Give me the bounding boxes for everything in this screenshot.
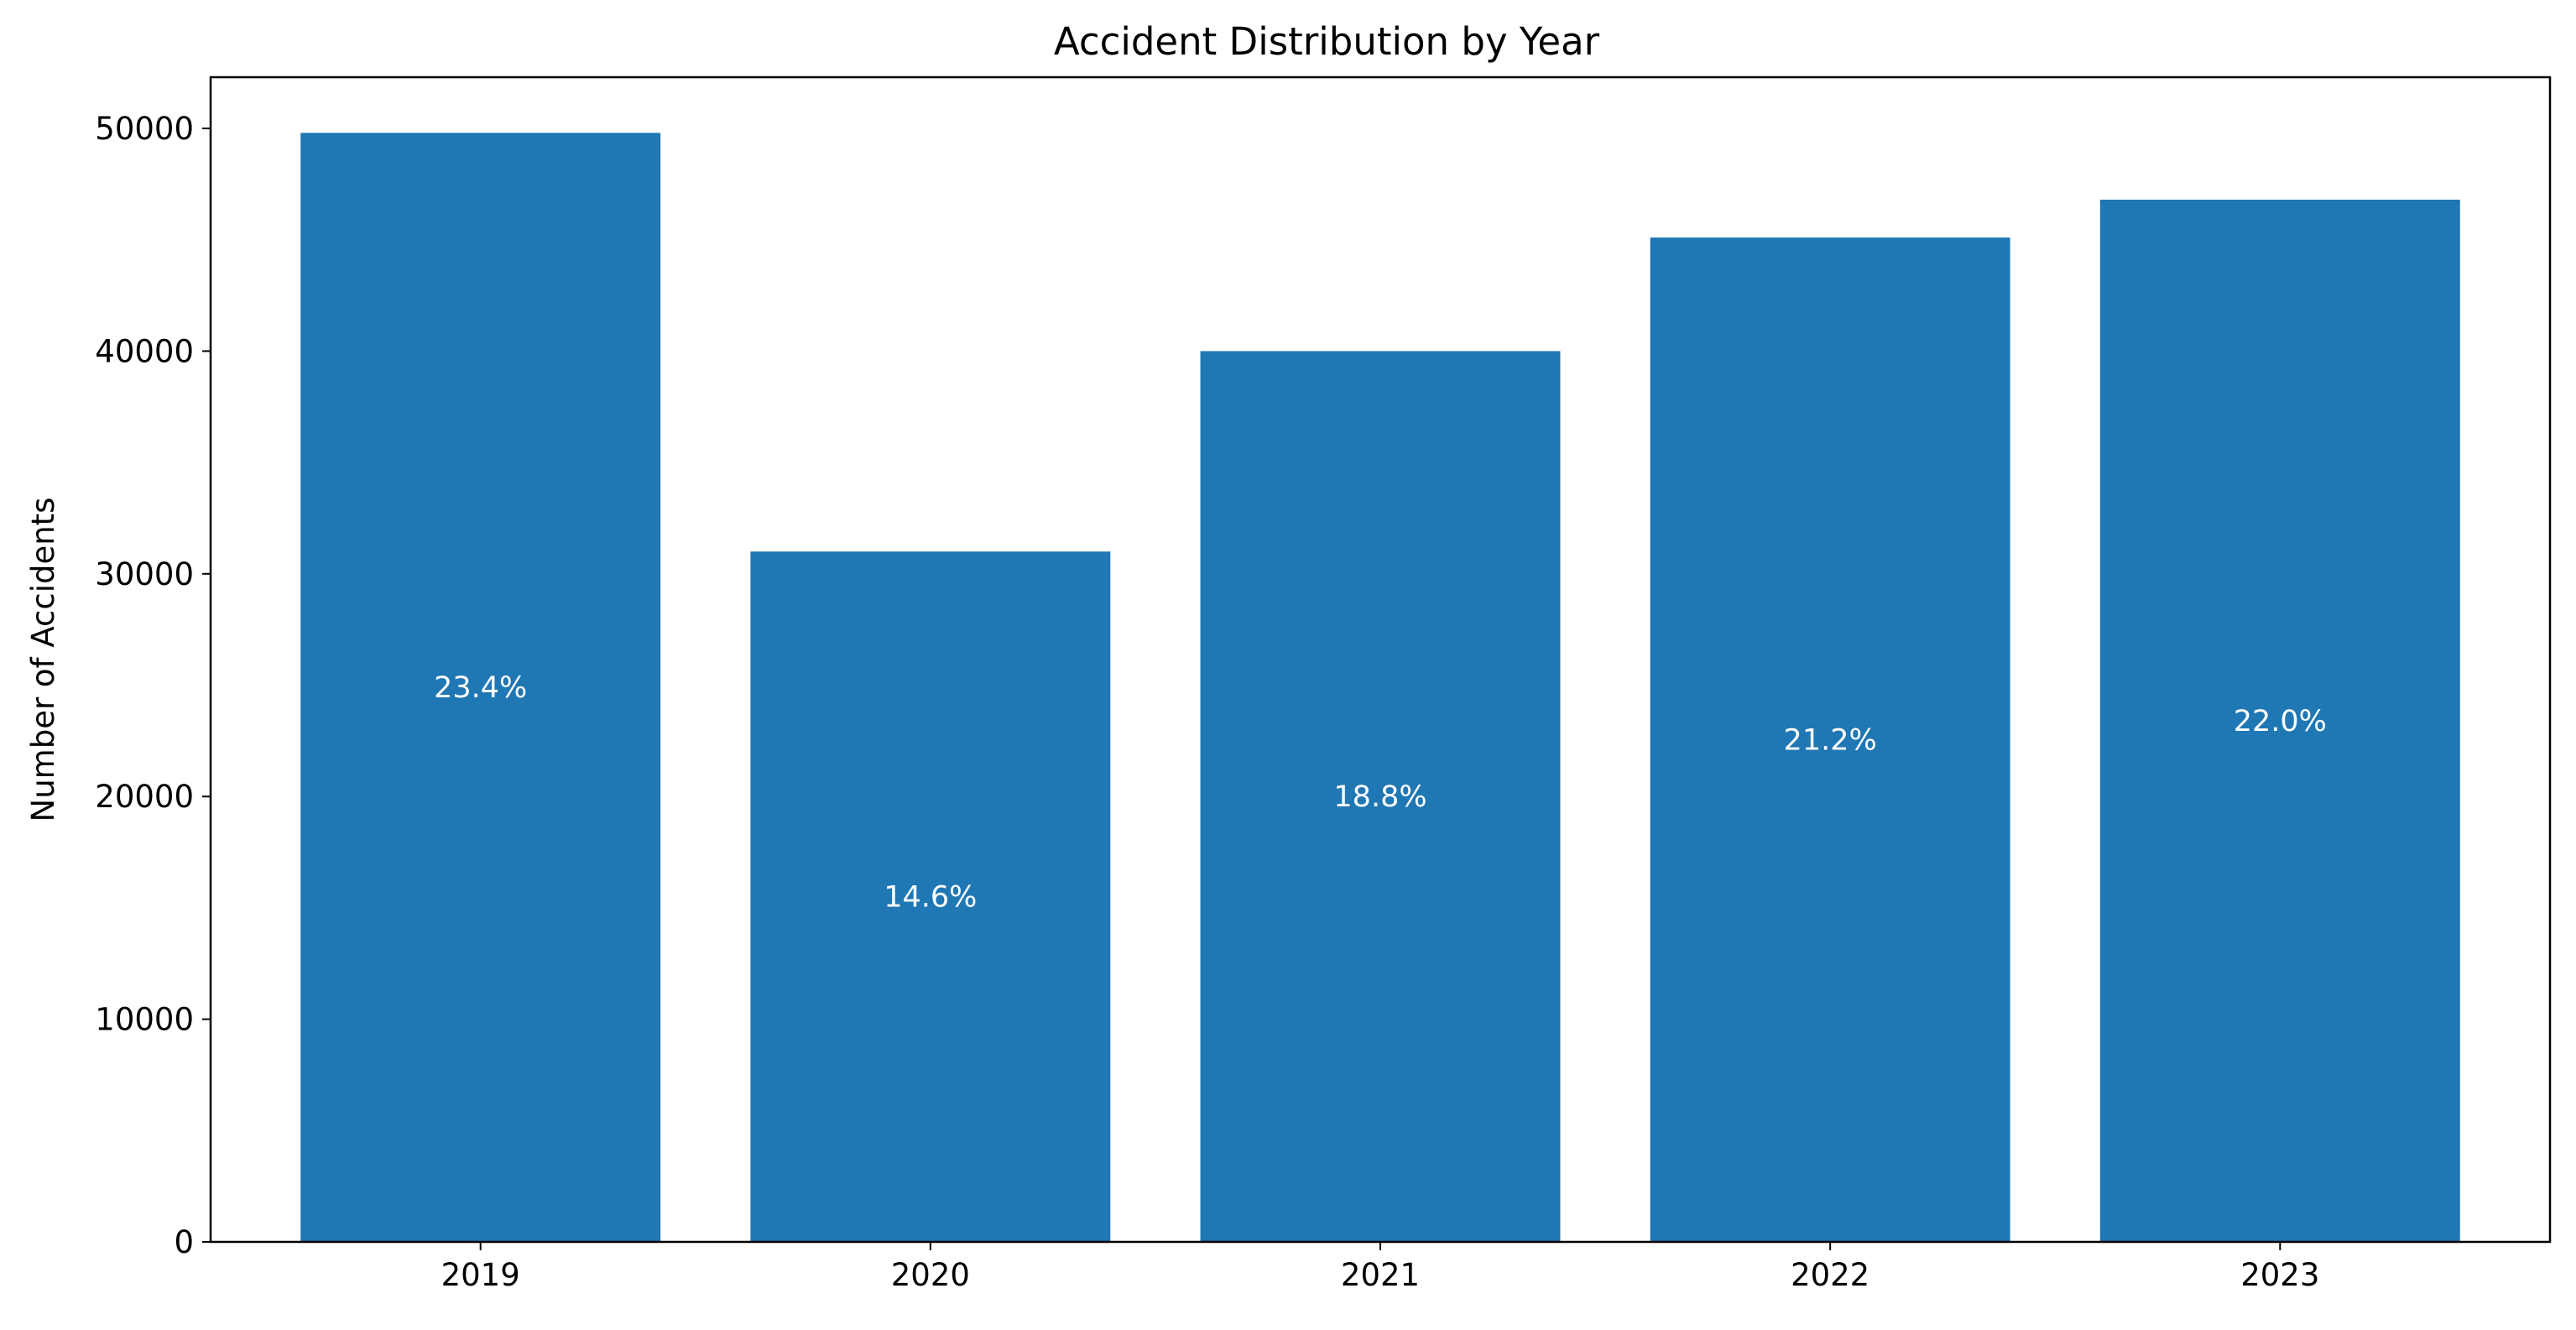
x-axis-ticks: 2019 2020 2021 2022 2023 [441,1242,2319,1293]
x-tick-label-2022: 2022 [1791,1257,1869,1293]
y-axis-label: Number of Accidents [25,498,61,822]
data-label-2019: 23.4% [434,671,527,705]
bar-2021 [1200,351,1561,1242]
y-axis-ticks: 0 10000 20000 30000 40000 50000 [95,111,211,1260]
x-tick-label-2019: 2019 [441,1257,520,1293]
y-tick-label-10000: 10000 [95,1002,194,1038]
y-tick-label-0: 0 [174,1224,194,1260]
bar-2023 [2099,199,2460,1242]
data-label-2021: 18.8% [1333,780,1426,814]
bars-layer [300,133,2460,1242]
data-labels-layer: 23.4% 14.6% 18.8% 21.2% 22.0% [434,671,2327,914]
y-tick-label-40000: 40000 [95,333,194,369]
chart-title: Accident Distribution by Year [1054,19,1600,64]
data-label-2022: 21.2% [1784,724,1877,758]
bar-2020 [750,551,1111,1242]
data-label-2023: 22.0% [2234,705,2327,738]
y-tick-label-50000: 50000 [95,111,194,147]
x-tick-label-2023: 2023 [2240,1257,2319,1293]
y-tick-label-20000: 20000 [95,779,194,815]
data-label-2020: 14.6% [884,881,977,915]
x-tick-label-2021: 2021 [1341,1257,1420,1293]
x-tick-label-2020: 2020 [891,1257,970,1293]
bar-2019 [300,133,661,1242]
y-tick-label-30000: 30000 [95,556,194,592]
plot-frame [209,76,2552,1244]
bar-2022 [1650,237,2010,1242]
